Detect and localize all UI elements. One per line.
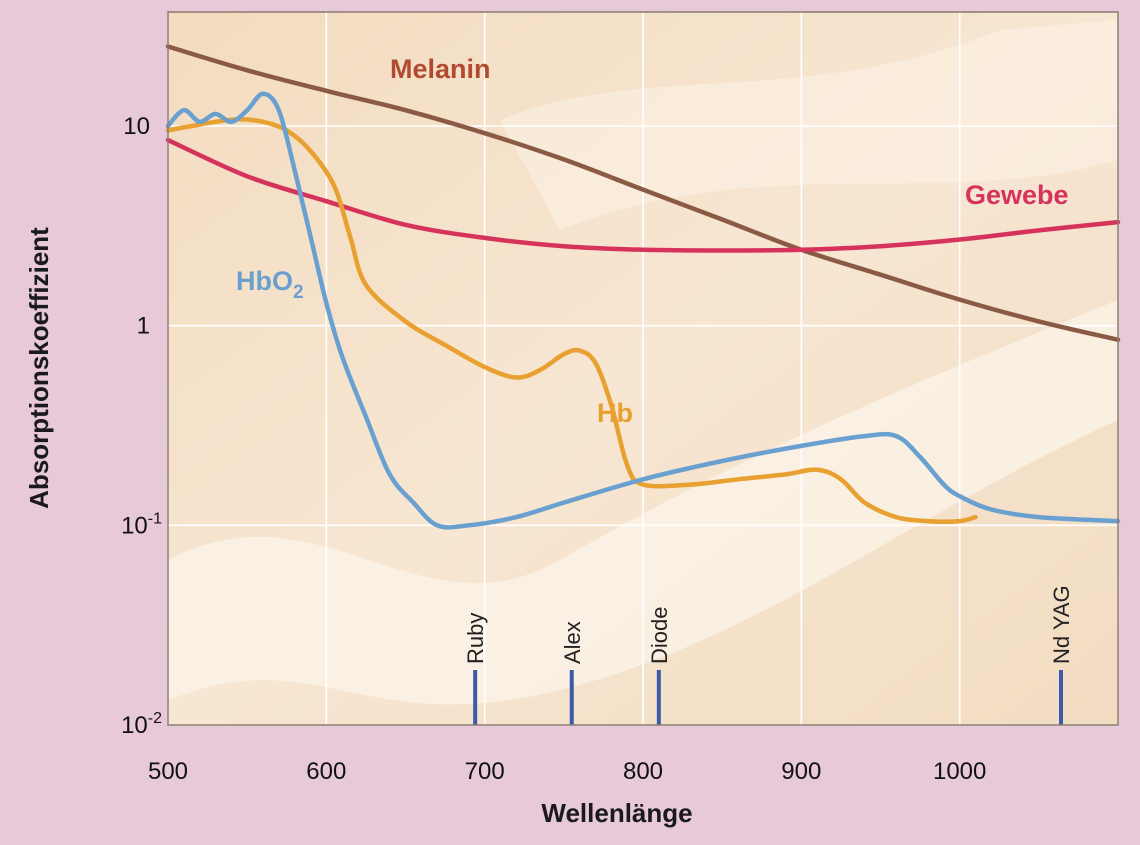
x-tick-label: 900	[781, 758, 821, 785]
tick-labels: 500 600 700 800 900 1000 10 1 10-1 10-2	[121, 113, 986, 785]
y-axis-title: Absorptionskoeffizient	[24, 227, 54, 509]
series-lines	[165, 44, 1121, 530]
y-tick-label: 10	[123, 113, 150, 140]
background-swoosh	[168, 300, 1118, 705]
plot-frame	[167, 11, 1119, 726]
series-line-melanin	[165, 44, 1121, 343]
x-tick-label: 500	[148, 758, 188, 785]
laser-marker-label: Ruby	[463, 613, 488, 664]
x-tick-label: 700	[465, 758, 505, 785]
x-tick-label: 800	[623, 758, 663, 785]
series-label-gewebe: Gewebe	[965, 180, 1069, 210]
laser-markers: Ruby Alex Diode Nd YAG	[463, 585, 1074, 725]
x-axis-title: Wellenlänge	[541, 798, 692, 828]
laser-marker-label: Alex	[560, 621, 585, 664]
background-swoosh	[500, 20, 1118, 230]
series-label-hb: Hb	[597, 398, 633, 428]
laser-marker-label: Nd YAG	[1049, 585, 1074, 664]
x-tick-label: 600	[306, 758, 346, 785]
y-tick-label: 10-1	[121, 510, 162, 539]
y-tick-label: 1	[137, 313, 150, 340]
series-line-gewebe	[165, 137, 1121, 253]
y-tick-label: 10-2	[121, 710, 162, 739]
series-line-hbo	[165, 91, 1121, 530]
laser-marker-label: Diode	[647, 607, 672, 664]
series-label-melanin: Melanin	[390, 54, 491, 84]
x-tick-label: 1000	[933, 758, 986, 785]
